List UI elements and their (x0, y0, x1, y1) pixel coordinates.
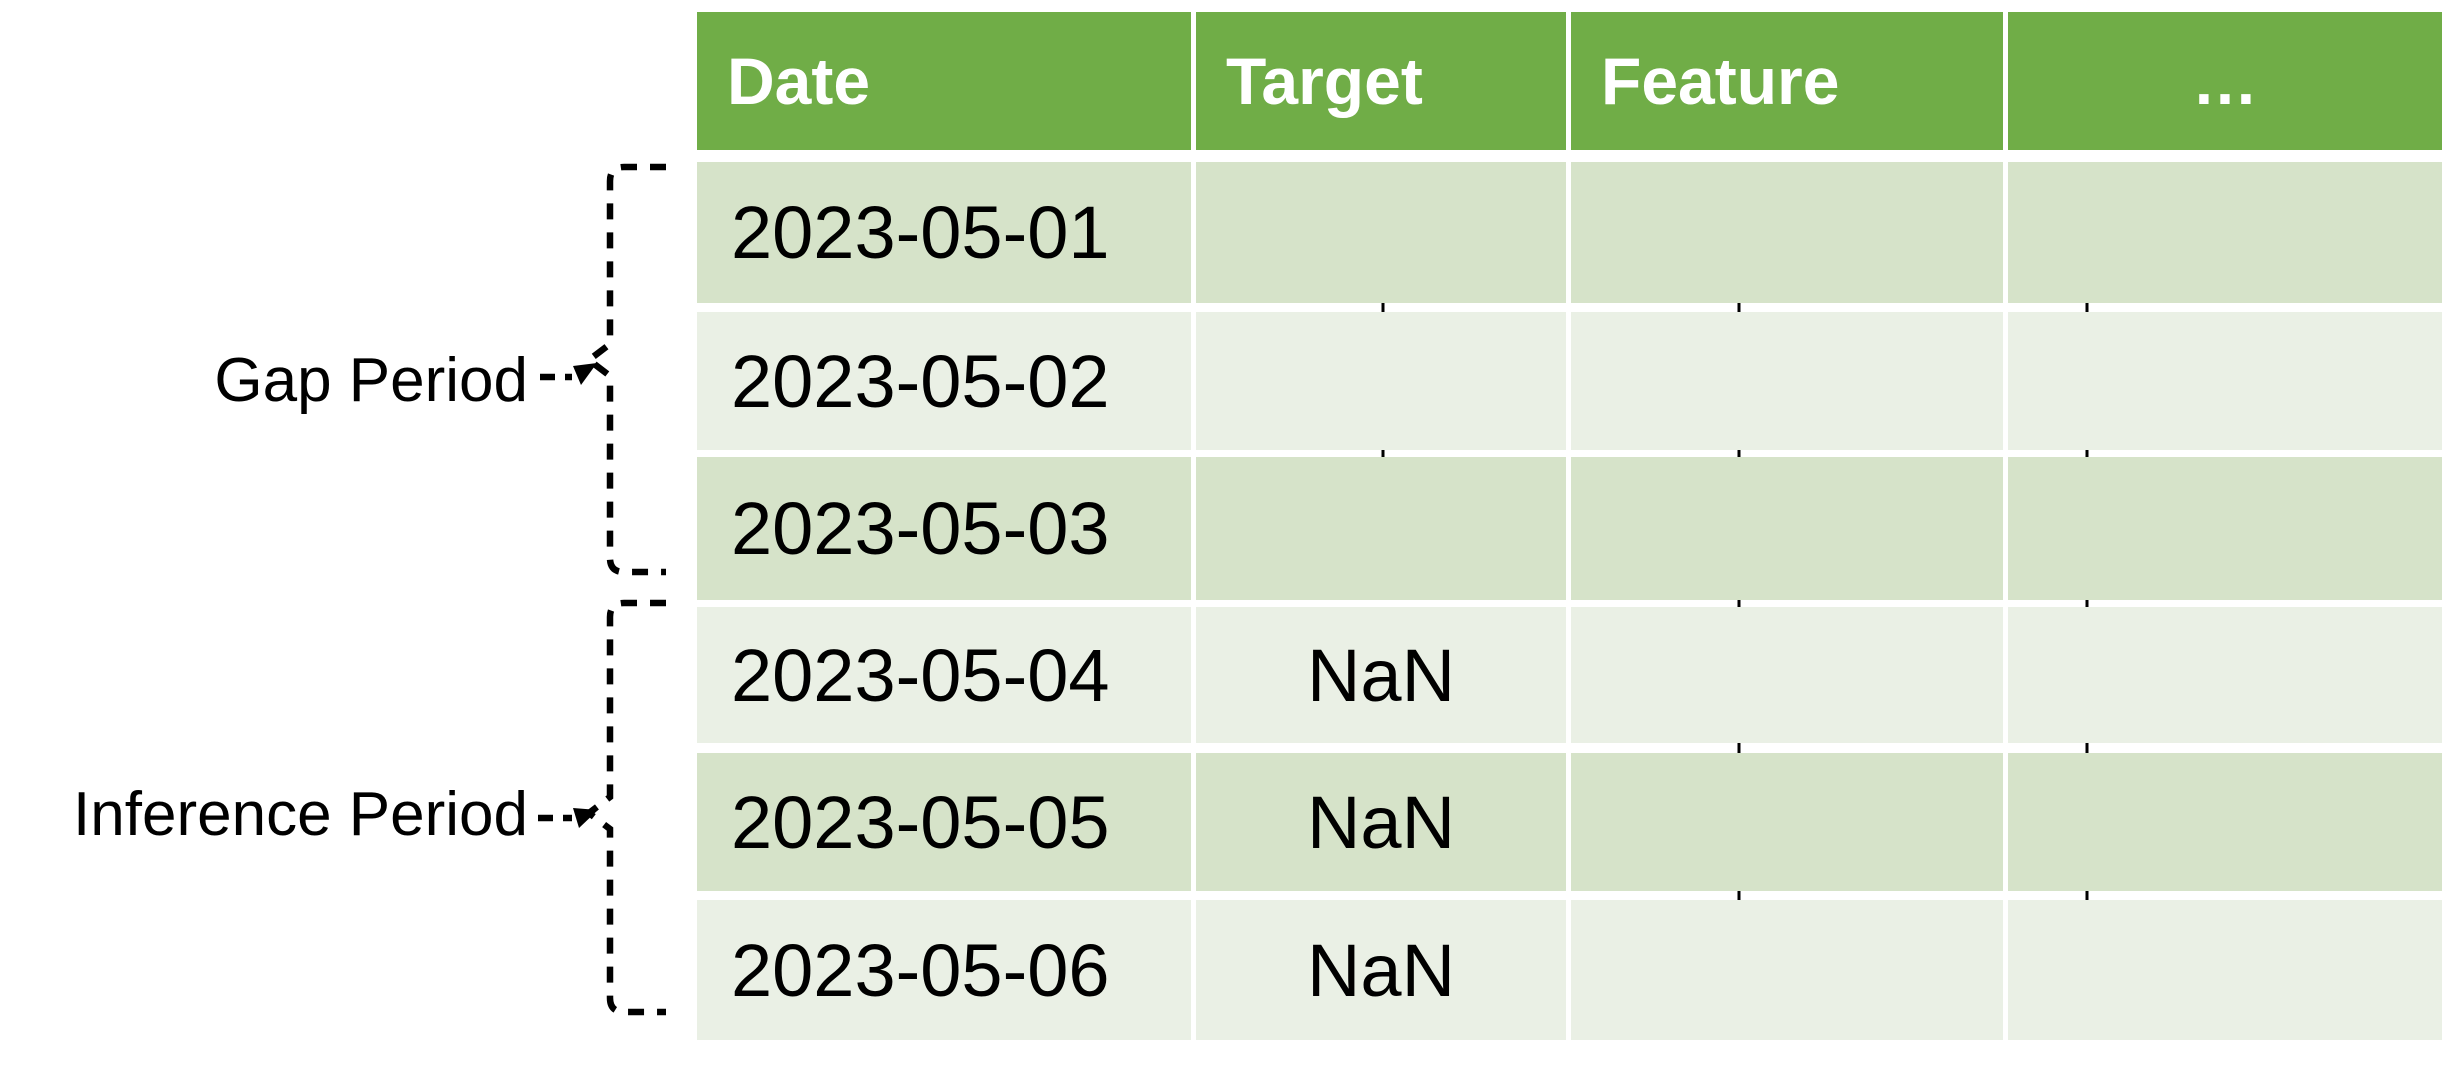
table-row: 2023-05-05 NaN (697, 753, 2442, 891)
feature-cell (1571, 753, 2003, 891)
date-cell: 2023-05-04 (697, 607, 1191, 743)
target-cell: NaN (1196, 753, 1566, 891)
table-row: 2023-05-06 NaN (697, 900, 2442, 1040)
table-row: 2023-05-04 NaN (697, 607, 2442, 743)
inference-period-connector-arrowhead (573, 808, 598, 828)
more-cell (2008, 900, 2442, 1040)
more-cell (2008, 607, 2442, 743)
gap-period-label: Gap Period (214, 346, 528, 415)
more-cell (2008, 753, 2442, 891)
inference-period-brace (583, 599, 666, 1016)
feature-cell (1571, 457, 2003, 600)
more-cell (2008, 457, 2442, 600)
gap-period-brace (583, 163, 666, 576)
header-cell-target: Target (1196, 12, 1566, 150)
table-header-row: Date Target Feature … (697, 12, 2442, 150)
target-cell (1196, 162, 1566, 303)
inference-period-label: Inference Period (73, 780, 528, 849)
header-cell-date: Date (697, 12, 1191, 150)
feature-cell (1571, 162, 2003, 303)
table-row: 2023-05-01 (697, 162, 2442, 303)
date-cell: 2023-05-05 (697, 753, 1191, 891)
feature-cell (1571, 312, 2003, 450)
table-row: 2023-05-02 (697, 312, 2442, 450)
date-cell: 2023-05-03 (697, 457, 1191, 600)
target-cell (1196, 312, 1566, 450)
target-cell: NaN (1196, 900, 1566, 1040)
more-cell (2008, 312, 2442, 450)
table-row: 2023-05-03 (697, 457, 2442, 600)
date-cell: 2023-05-06 (697, 900, 1191, 1040)
target-cell (1196, 457, 1566, 600)
more-cell (2008, 162, 2442, 303)
header-cell-more: … (2008, 12, 2442, 150)
feature-cell (1571, 900, 2003, 1040)
gap-period-connector-arrowhead (573, 363, 597, 385)
feature-cell (1571, 607, 2003, 743)
date-cell: 2023-05-02 (697, 312, 1191, 450)
date-cell: 2023-05-01 (697, 162, 1191, 303)
header-cell-feature: Feature (1571, 12, 2003, 150)
target-cell: NaN (1196, 607, 1566, 743)
